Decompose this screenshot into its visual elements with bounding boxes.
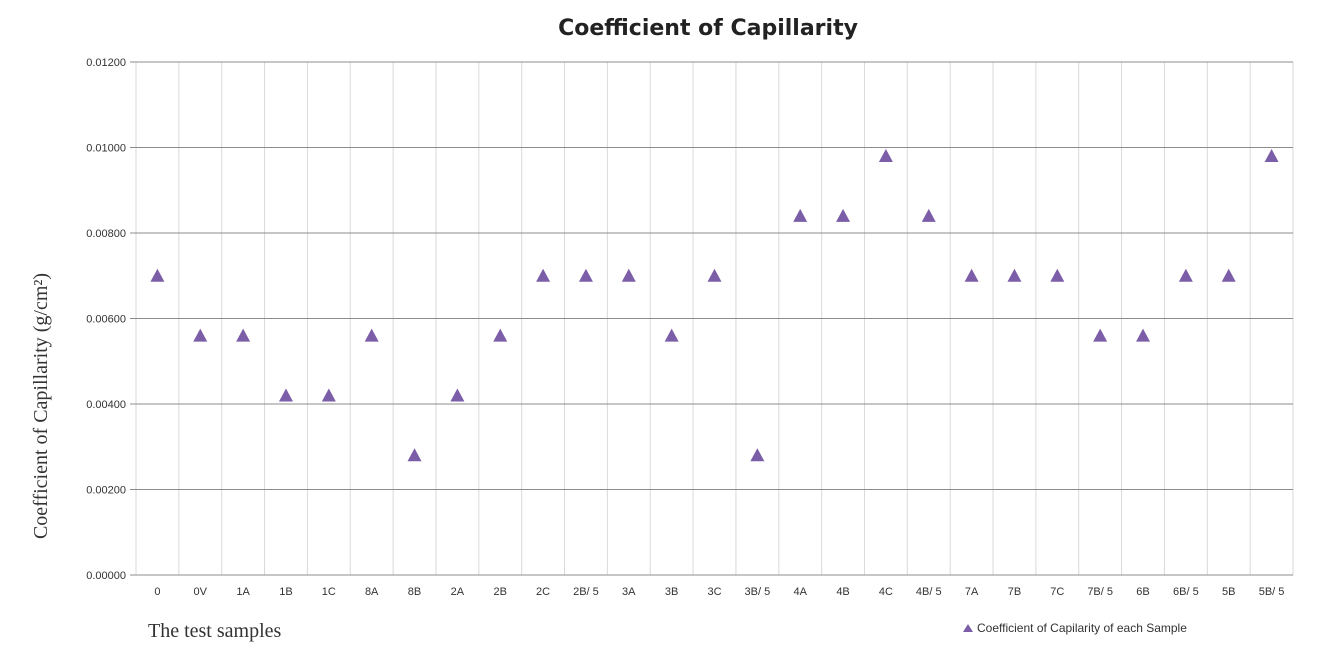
x-tick-label: 4B/ 5 — [916, 586, 942, 598]
x-tick-label: 2A — [451, 586, 465, 598]
data-point — [707, 268, 722, 282]
data-point — [1264, 149, 1279, 163]
x-tick-label: 3C — [707, 586, 721, 598]
data-point — [536, 268, 551, 282]
data-point — [236, 328, 251, 342]
data-point — [364, 328, 379, 342]
x-tick-label: 7A — [965, 586, 979, 598]
data-points — [150, 149, 1279, 462]
legend-marker — [963, 624, 973, 632]
x-tick-label: 1A — [236, 586, 250, 598]
x-tick-label: 3B — [665, 586, 678, 598]
x-tick-label: 5B — [1222, 586, 1235, 598]
gridlines — [130, 61, 1294, 576]
data-point — [493, 328, 508, 342]
x-tick-label: 1C — [322, 586, 336, 598]
y-axis-label: Coefficient of Capillarity (g/cm²) — [30, 273, 52, 539]
data-point — [1093, 328, 1108, 342]
data-point — [193, 328, 208, 342]
data-point — [578, 268, 593, 282]
legend-label: Coefficient of Capilarity of each Sample — [977, 621, 1187, 635]
data-point — [878, 149, 893, 163]
x-tick-label: 2B — [494, 586, 507, 598]
data-point — [1221, 268, 1236, 282]
x-tick-label: 6B/ 5 — [1173, 586, 1199, 598]
x-tick-label: 3B/ 5 — [745, 586, 771, 598]
data-point — [1050, 268, 1065, 282]
data-point — [836, 208, 851, 222]
data-point — [964, 268, 979, 282]
data-point — [450, 388, 465, 402]
x-tick-label: 4B — [836, 586, 849, 598]
y-tick-label: 0.00000 — [86, 570, 126, 582]
x-tick-label: 7B/ 5 — [1087, 586, 1113, 598]
legend: Coefficient of Capilarity of each Sample — [963, 621, 1187, 635]
data-point — [750, 448, 765, 462]
chart-title: Coefficient of Capillarity — [558, 16, 858, 41]
y-tick-label: 0.00600 — [86, 314, 126, 326]
x-tick-label: 4C — [879, 586, 893, 598]
x-tick-label: 8B — [408, 586, 421, 598]
y-tick-label: 0.01000 — [86, 143, 126, 155]
y-tick-label: 0.01200 — [86, 57, 126, 69]
data-point — [793, 208, 808, 222]
x-tick-label: 5B/ 5 — [1259, 586, 1285, 598]
x-tick-label: 3A — [622, 586, 636, 598]
data-point — [664, 328, 679, 342]
x-tick-label: 6B — [1136, 586, 1149, 598]
x-axis-label: The test samples — [148, 620, 282, 642]
x-tick-label: 2B/ 5 — [573, 586, 599, 598]
x-tick-label: 1B — [279, 586, 292, 598]
data-point — [921, 208, 936, 222]
x-tick-label: 2C — [536, 586, 550, 598]
x-tick-label: 7B — [1008, 586, 1021, 598]
data-point — [150, 268, 165, 282]
x-tick-label: 0V — [194, 586, 208, 598]
x-tick-label: 8A — [365, 586, 379, 598]
x-tick-label: 0 — [154, 586, 160, 598]
x-axis-ticks: 0 0V 1A 1B 1C 8A 8B 2A 2B 2C 2B/ 5 3A 3B 3C 3B/ 5 4A 4B 4… — [154, 586, 1284, 598]
y-tick-label: 0.00400 — [86, 399, 126, 411]
data-point — [1007, 268, 1022, 282]
data-point — [407, 448, 422, 462]
data-point — [321, 388, 336, 402]
data-point — [278, 388, 293, 402]
y-tick-label: 0.00200 — [86, 485, 126, 497]
data-point — [621, 268, 636, 282]
y-axis-ticks: 0.00000 0.00200 0.00400 0.00600 0.00800 0.010… — [86, 57, 126, 582]
x-tick-label: 7C — [1050, 586, 1064, 598]
data-point — [1136, 328, 1151, 342]
x-tick-label: 4A — [793, 586, 807, 598]
y-tick-label: 0.00800 — [86, 228, 126, 240]
data-point — [1178, 268, 1193, 282]
